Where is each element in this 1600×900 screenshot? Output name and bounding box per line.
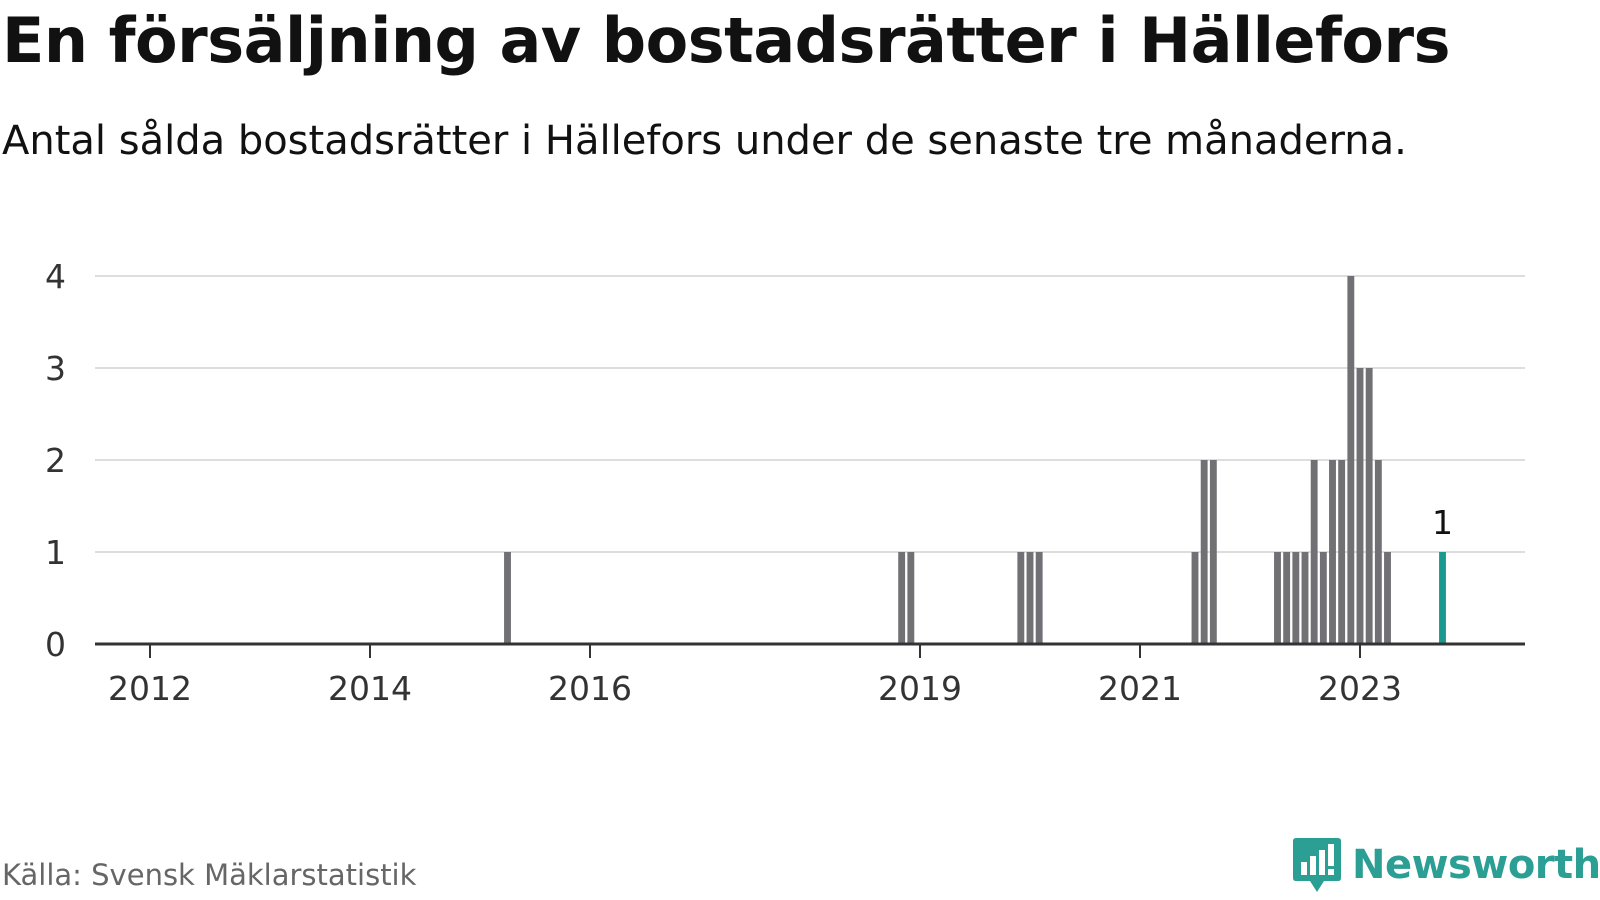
bar bbox=[1274, 552, 1281, 644]
bar bbox=[1017, 552, 1025, 644]
bar bbox=[1338, 460, 1346, 644]
bar bbox=[1292, 552, 1300, 644]
y-tick-label: 2 bbox=[45, 441, 66, 480]
x-tick-label: 2023 bbox=[1318, 669, 1402, 708]
y-tick-label: 4 bbox=[45, 257, 66, 296]
bar bbox=[1310, 460, 1318, 644]
annotations: 1 bbox=[1432, 503, 1453, 542]
bar bbox=[1035, 552, 1043, 644]
x-tick-label: 2014 bbox=[328, 669, 412, 708]
bar bbox=[504, 552, 511, 644]
bar bbox=[1356, 368, 1364, 644]
y-tick-label: 0 bbox=[45, 625, 66, 664]
data-label: 1 bbox=[1432, 503, 1453, 542]
bar bbox=[1319, 552, 1327, 644]
bar bbox=[1026, 552, 1034, 644]
bar-chart: 0 1 2 3 4 2012 2014 2016 2019 2021 2023 1 bbox=[45, 257, 1525, 708]
brand-logo: Newsworthy bbox=[1292, 836, 1600, 894]
bar bbox=[1301, 552, 1309, 644]
x-tick-label: 2019 bbox=[878, 669, 962, 708]
bar bbox=[1191, 552, 1199, 644]
bar-highlight bbox=[1439, 552, 1446, 644]
source-note: Källa: Svensk Mäklarstatistik bbox=[2, 858, 417, 892]
x-tick-label: 2012 bbox=[108, 669, 192, 708]
y-axis-ticks: 0 1 2 3 4 bbox=[45, 257, 66, 664]
bar bbox=[1200, 460, 1208, 644]
bar bbox=[1374, 460, 1382, 644]
bar bbox=[1384, 552, 1391, 644]
y-tick-label: 3 bbox=[45, 349, 66, 388]
bar bbox=[898, 552, 906, 644]
bar bbox=[1283, 552, 1291, 644]
brand-name: Newsworthy bbox=[1352, 842, 1600, 888]
bar bbox=[1329, 460, 1336, 644]
bar bbox=[1347, 276, 1355, 644]
x-tick-label: 2016 bbox=[548, 669, 632, 708]
bar bbox=[1209, 460, 1217, 644]
chart-subtitle: Antal sålda bostadsrätter i Hällefors un… bbox=[2, 118, 1407, 164]
bar bbox=[1365, 368, 1373, 644]
bar bbox=[907, 552, 915, 644]
gridlines bbox=[95, 275, 1525, 553]
x-tick-label: 2021 bbox=[1098, 669, 1182, 708]
bars bbox=[504, 276, 1446, 644]
newsworthy-logo-icon bbox=[1293, 838, 1341, 892]
x-axis-ticks: 2012 2014 2016 2019 2021 2023 bbox=[108, 644, 1402, 708]
chart-title: En försäljning av bostadsrätter i Hällef… bbox=[2, 4, 1451, 77]
y-tick-label: 1 bbox=[45, 533, 66, 572]
